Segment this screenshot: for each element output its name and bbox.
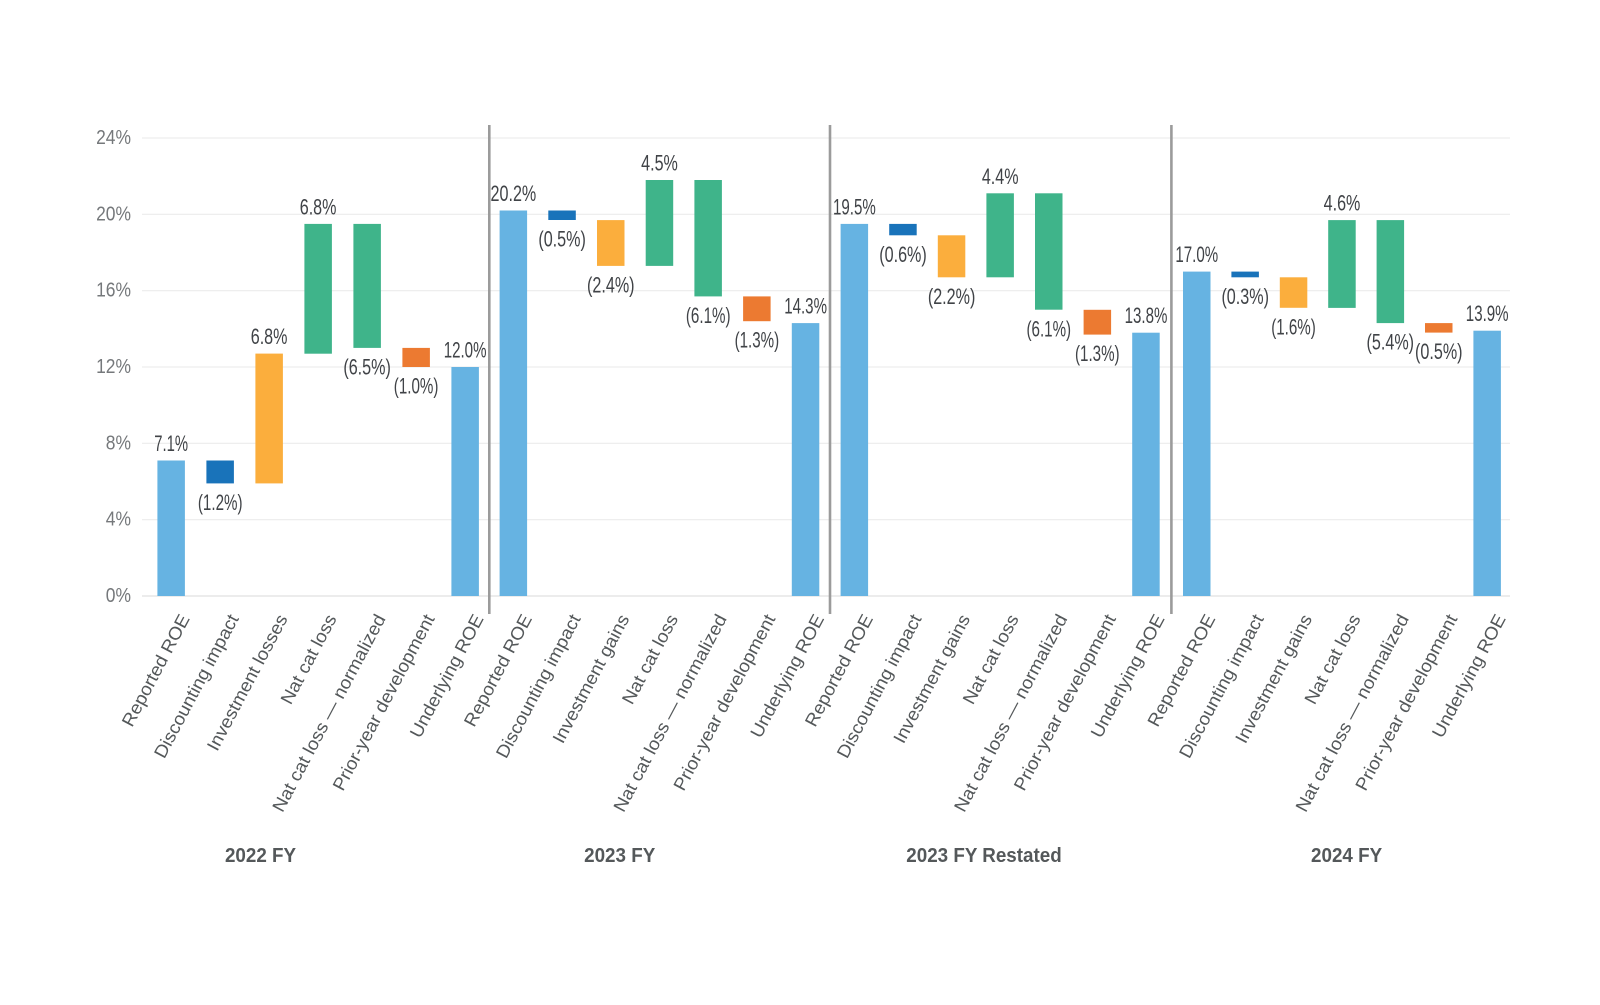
svg-text:24%: 24% bbox=[96, 126, 131, 149]
svg-text:(1.0%): (1.0%) bbox=[394, 374, 439, 399]
svg-text:20%: 20% bbox=[96, 202, 131, 225]
svg-text:(6.1%): (6.1%) bbox=[1027, 316, 1072, 341]
svg-text:17.0%: 17.0% bbox=[1175, 242, 1218, 267]
svg-text:6.8%: 6.8% bbox=[300, 194, 337, 219]
svg-text:7.1%: 7.1% bbox=[154, 431, 188, 456]
svg-text:(1.2%): (1.2%) bbox=[198, 490, 243, 515]
svg-text:(0.3%): (0.3%) bbox=[1221, 284, 1269, 309]
svg-text:(0.6%): (0.6%) bbox=[879, 242, 927, 267]
svg-text:16%: 16% bbox=[96, 279, 131, 302]
svg-text:(1.3%): (1.3%) bbox=[735, 328, 780, 353]
svg-text:(1.6%): (1.6%) bbox=[1271, 314, 1316, 339]
svg-text:12%: 12% bbox=[96, 355, 131, 378]
svg-text:2024 FY: 2024 FY bbox=[1311, 845, 1383, 867]
svg-text:13.8%: 13.8% bbox=[1125, 303, 1168, 328]
svg-text:12.0%: 12.0% bbox=[444, 338, 487, 363]
svg-text:(2.2%): (2.2%) bbox=[928, 284, 976, 309]
svg-text:(0.5%): (0.5%) bbox=[1415, 339, 1463, 364]
svg-text:4.5%: 4.5% bbox=[641, 151, 678, 176]
svg-text:2023 FY: 2023 FY bbox=[584, 845, 656, 867]
svg-text:4.4%: 4.4% bbox=[982, 164, 1019, 189]
svg-text:(1.3%): (1.3%) bbox=[1075, 341, 1120, 366]
svg-text:20.2%: 20.2% bbox=[491, 181, 537, 206]
svg-text:14.3%: 14.3% bbox=[784, 294, 827, 319]
svg-text:(6.1%): (6.1%) bbox=[686, 303, 731, 328]
svg-text:6.8%: 6.8% bbox=[251, 324, 288, 349]
svg-text:2022 FY: 2022 FY bbox=[225, 845, 297, 867]
svg-text:13.9%: 13.9% bbox=[1466, 301, 1509, 326]
svg-text:(2.4%): (2.4%) bbox=[587, 272, 635, 297]
svg-text:4.6%: 4.6% bbox=[1324, 191, 1361, 216]
svg-text:2023 FY Restated: 2023 FY Restated bbox=[906, 845, 1061, 867]
svg-text:(5.4%): (5.4%) bbox=[1367, 330, 1415, 355]
svg-text:4%: 4% bbox=[106, 508, 131, 531]
svg-text:8%: 8% bbox=[106, 431, 131, 454]
svg-text:0%: 0% bbox=[106, 584, 131, 607]
svg-text:(0.5%): (0.5%) bbox=[538, 227, 586, 252]
svg-text:19.5%: 19.5% bbox=[833, 194, 876, 219]
svg-text:(6.5%): (6.5%) bbox=[343, 354, 391, 379]
